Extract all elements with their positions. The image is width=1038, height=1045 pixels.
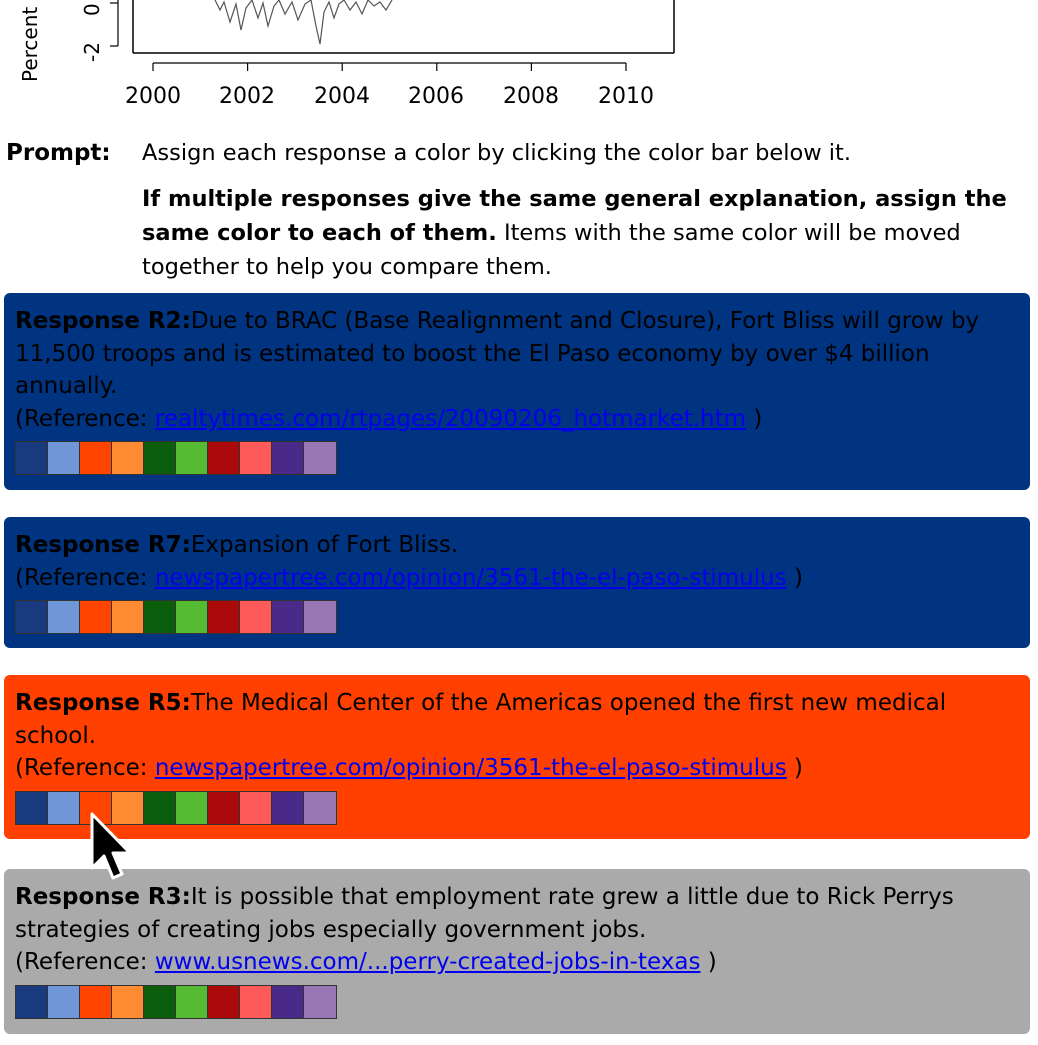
response-card-r3: Response R3:It is possible that employme… (4, 869, 1030, 1034)
reference-suffix: ) (786, 564, 803, 591)
prompt-instruction: Assign each response a color by clicking… (142, 140, 852, 166)
response-text: Expansion of Fort Bliss. (190, 532, 459, 558)
color-swatch[interactable] (16, 601, 48, 633)
response-card-r7: Response R7:Expansion of Fort Bliss. (Re… (4, 517, 1030, 648)
response-title: Response R5: (15, 690, 191, 716)
color-swatch[interactable] (208, 985, 240, 1018)
color-swatch[interactable] (144, 601, 176, 633)
color-swatch[interactable] (272, 601, 304, 633)
reference-link[interactable]: realtytimes.com/rtpages/20090206_hotmark… (154, 405, 747, 432)
color-swatch[interactable] (16, 791, 48, 824)
color-swatch[interactable] (208, 791, 240, 824)
prompt-bold-instruction: If multiple responses give the same gene… (142, 186, 1007, 246)
color-swatch[interactable] (48, 791, 80, 824)
response-text: It is possible that employment rate grew… (15, 884, 954, 943)
x-tick-label: 2004 (314, 84, 370, 109)
color-swatch[interactable] (272, 442, 304, 474)
y-tick-label-0: 0 (80, 3, 104, 16)
color-swatch[interactable] (304, 985, 336, 1018)
color-swatch[interactable] (240, 791, 272, 824)
color-swatch[interactable] (48, 601, 80, 633)
response-card-r5: Response R5:The Medical Center of the Am… (4, 675, 1030, 839)
color-swatch[interactable] (112, 601, 144, 633)
reference-link[interactable]: newspapertree.com/opinion/3561-the-el-pa… (154, 755, 787, 781)
reference-link[interactable]: www.usnews.com/...perry-created-jobs-in-… (154, 949, 701, 975)
x-tick-label: 2006 (408, 84, 464, 109)
color-swatch[interactable] (112, 442, 144, 474)
x-tick-label: 2000 (125, 84, 181, 109)
color-swatch[interactable] (304, 791, 336, 824)
reference-prefix: (Reference: (15, 405, 155, 432)
series-line (214, 0, 393, 45)
color-swatch[interactable] (176, 985, 208, 1018)
chart-plot (110, 0, 675, 71)
y-axis-label: Percent (18, 6, 42, 82)
x-tick-label: 2008 (503, 84, 559, 109)
color-swatch[interactable] (240, 442, 272, 474)
reference-prefix: (Reference: (15, 755, 155, 781)
response-card-r2: Response R2:Due to BRAC (Base Realignmen… (4, 293, 1030, 490)
color-swatch[interactable] (16, 442, 48, 474)
x-tick-marks (152, 63, 627, 71)
color-swatch[interactable] (48, 442, 80, 474)
color-bar[interactable] (15, 790, 337, 825)
response-title: Response R3: (15, 884, 191, 910)
color-swatch[interactable] (176, 791, 208, 824)
x-tick-label: 2002 (219, 84, 275, 109)
reference-suffix: ) (786, 755, 803, 781)
response-title: Response R7: (15, 532, 191, 558)
prompt-label: Prompt: (6, 140, 111, 166)
chart-fragment: Percent 0 -2 2000 2002 2004 2006 2008 20… (0, 0, 1038, 120)
reference-link[interactable]: newspapertree.com/opinion/3561-the-el-pa… (154, 564, 787, 591)
color-swatch[interactable] (80, 985, 112, 1018)
color-bar[interactable] (15, 441, 337, 475)
color-swatch[interactable] (272, 791, 304, 824)
color-swatch[interactable] (112, 791, 144, 824)
color-swatch[interactable] (240, 601, 272, 633)
reference-suffix: ) (700, 949, 717, 975)
color-swatch[interactable] (176, 442, 208, 474)
color-swatch[interactable] (144, 442, 176, 474)
color-swatch[interactable] (208, 442, 240, 474)
color-swatch[interactable] (112, 985, 144, 1018)
color-swatch[interactable] (48, 985, 80, 1018)
color-swatch[interactable] (144, 985, 176, 1018)
response-text: Due to BRAC (Base Realignment and Closur… (15, 308, 980, 399)
prompt-details: If multiple responses give the same gene… (142, 182, 1022, 284)
color-swatch[interactable] (144, 791, 176, 824)
color-swatch[interactable] (272, 985, 304, 1018)
color-swatch[interactable] (176, 601, 208, 633)
color-swatch[interactable] (80, 601, 112, 633)
color-bar[interactable] (15, 984, 337, 1019)
prompt-rest-instruction: Items with the same color will be moved … (142, 220, 961, 280)
reference-suffix: ) (746, 405, 763, 432)
color-swatch[interactable] (304, 442, 336, 474)
y-tick-label-minus2: -2 (80, 42, 104, 62)
reference-prefix: (Reference: (15, 949, 155, 975)
color-bar[interactable] (15, 600, 337, 634)
response-title: Response R2: (15, 308, 191, 334)
color-swatch[interactable] (80, 442, 112, 474)
color-swatch[interactable] (304, 601, 336, 633)
response-text: The Medical Center of the Americas opene… (15, 690, 947, 749)
x-tick-label: 2010 (598, 84, 654, 109)
color-swatch[interactable] (16, 985, 48, 1018)
color-swatch[interactable] (208, 601, 240, 633)
mouse-cursor-icon (90, 812, 132, 880)
reference-prefix: (Reference: (15, 564, 155, 591)
color-swatch[interactable] (240, 985, 272, 1018)
